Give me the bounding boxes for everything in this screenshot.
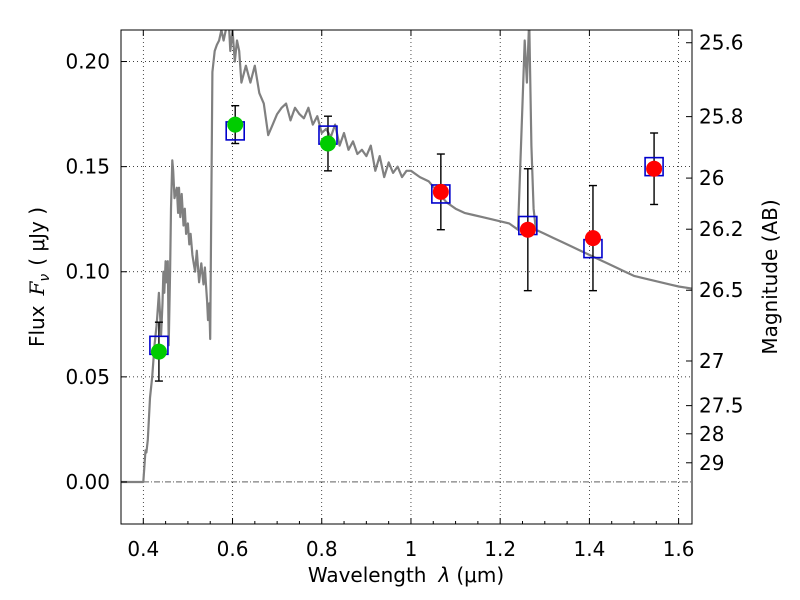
observed-flux-point [432,183,449,200]
mag-tick-label: 29 [699,451,724,475]
mag-tick-label: 26.2 [699,217,744,241]
observed-flux-point [150,343,167,360]
observed-flux-point [227,116,244,133]
sed-model-line [121,30,692,484]
mag-tick-label: 26 [699,166,724,190]
ticks: 0.4 0.6 0.8 1 1.2 1.4 1.6 0.00 0.05 0.10 0.15 0.20 2… [65,30,744,561]
x-tick-label: 0.8 [306,537,338,561]
mag-tick-label: 25.8 [699,105,744,129]
observed-flux-point [519,221,536,238]
x-tick-label: 1 [405,537,418,561]
plot-area [121,30,692,484]
x-axis-label: Wavelength λ (μm) [308,563,504,587]
y-tick-label: 0.05 [65,365,110,389]
observed-flux-point [646,160,663,177]
x-tick-label: 0.6 [217,537,249,561]
observed-flux-point [319,135,336,152]
x-tick-label: 0.4 [127,537,159,561]
x-tick-label: 1.2 [484,537,516,561]
mag-tick-label: 27.5 [699,394,744,418]
y-tick-label: 0.10 [65,260,110,284]
y2-axis-label: Magnitude (AB) [758,199,782,354]
y-tick-label: 0.00 [65,470,110,494]
y-tick-label: 0.15 [65,155,110,179]
mag-tick-label: 28 [699,422,724,446]
y-tick-label: 0.20 [65,50,110,74]
mag-tick-label: 26.5 [699,278,744,302]
x-tick-label: 1.6 [663,537,695,561]
x-tick-label: 1.4 [573,537,605,561]
mag-tick-label: 27 [699,349,724,373]
axes-frame [120,29,693,525]
y-axis-label: FluxFν( μJy ) [25,207,53,347]
mag-tick-label: 25.6 [699,31,744,55]
observed-flux-point [584,230,601,247]
error-bars [149,104,664,382]
